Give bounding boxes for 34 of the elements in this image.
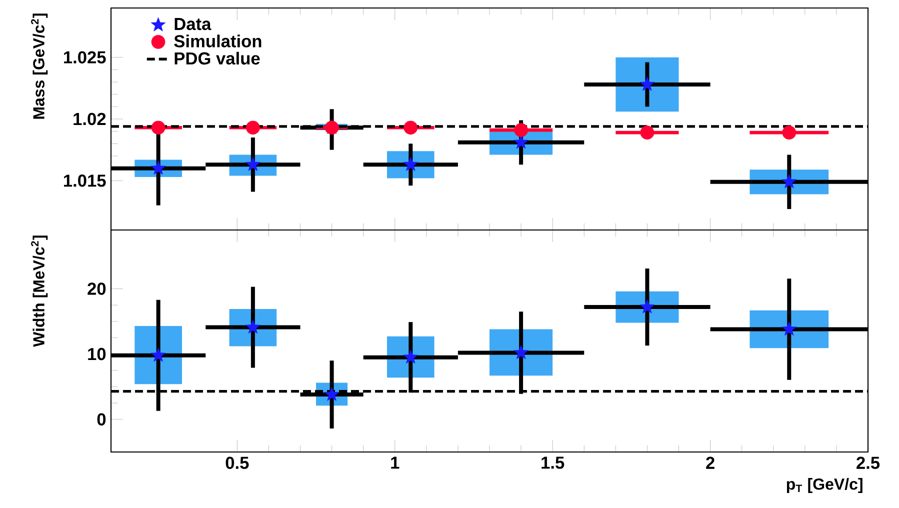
point <box>151 120 166 135</box>
y-axis-title: Mass [GeV/c$^{2}$] <box>31 14 48 119</box>
y-tick-label: 0 <box>97 413 106 426</box>
x-tick-label: 2.5 <box>856 456 880 469</box>
point <box>513 344 529 360</box>
point <box>246 120 260 135</box>
point <box>640 299 655 314</box>
legend-label: Data <box>174 18 212 30</box>
point <box>403 349 418 364</box>
point <box>245 319 261 334</box>
legend-label: PDG value <box>174 52 260 65</box>
x-axis-title: p$_{T}$ [GeV/c] <box>786 478 862 493</box>
y-axis-title: Width [MeV/c$^{2}$] <box>31 236 48 347</box>
point <box>324 386 340 402</box>
point <box>782 321 797 336</box>
point <box>640 126 654 140</box>
x-tick-label: 1.5 <box>542 456 564 469</box>
point <box>404 120 418 135</box>
point <box>782 174 797 188</box>
y-tick-label: 1.015 <box>64 174 106 187</box>
y-tick-label: 10 <box>88 348 106 360</box>
point <box>782 126 796 140</box>
y-tick-label: 1.02 <box>74 112 106 126</box>
y-tick-label: 1.025 <box>64 51 106 64</box>
y-tick-label: 20 <box>88 282 106 295</box>
x-tick-label: 1 <box>391 456 400 469</box>
point <box>403 156 418 172</box>
point <box>514 123 528 138</box>
x-tick-label: 2 <box>706 456 714 469</box>
legend-label: Simulation <box>174 34 262 48</box>
point <box>150 347 166 362</box>
x-tick-label: 0.5 <box>226 456 249 469</box>
point <box>150 160 166 175</box>
point <box>245 156 261 172</box>
